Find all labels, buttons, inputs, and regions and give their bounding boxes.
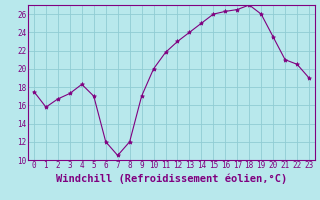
X-axis label: Windchill (Refroidissement éolien,°C): Windchill (Refroidissement éolien,°C) [56, 173, 287, 184]
